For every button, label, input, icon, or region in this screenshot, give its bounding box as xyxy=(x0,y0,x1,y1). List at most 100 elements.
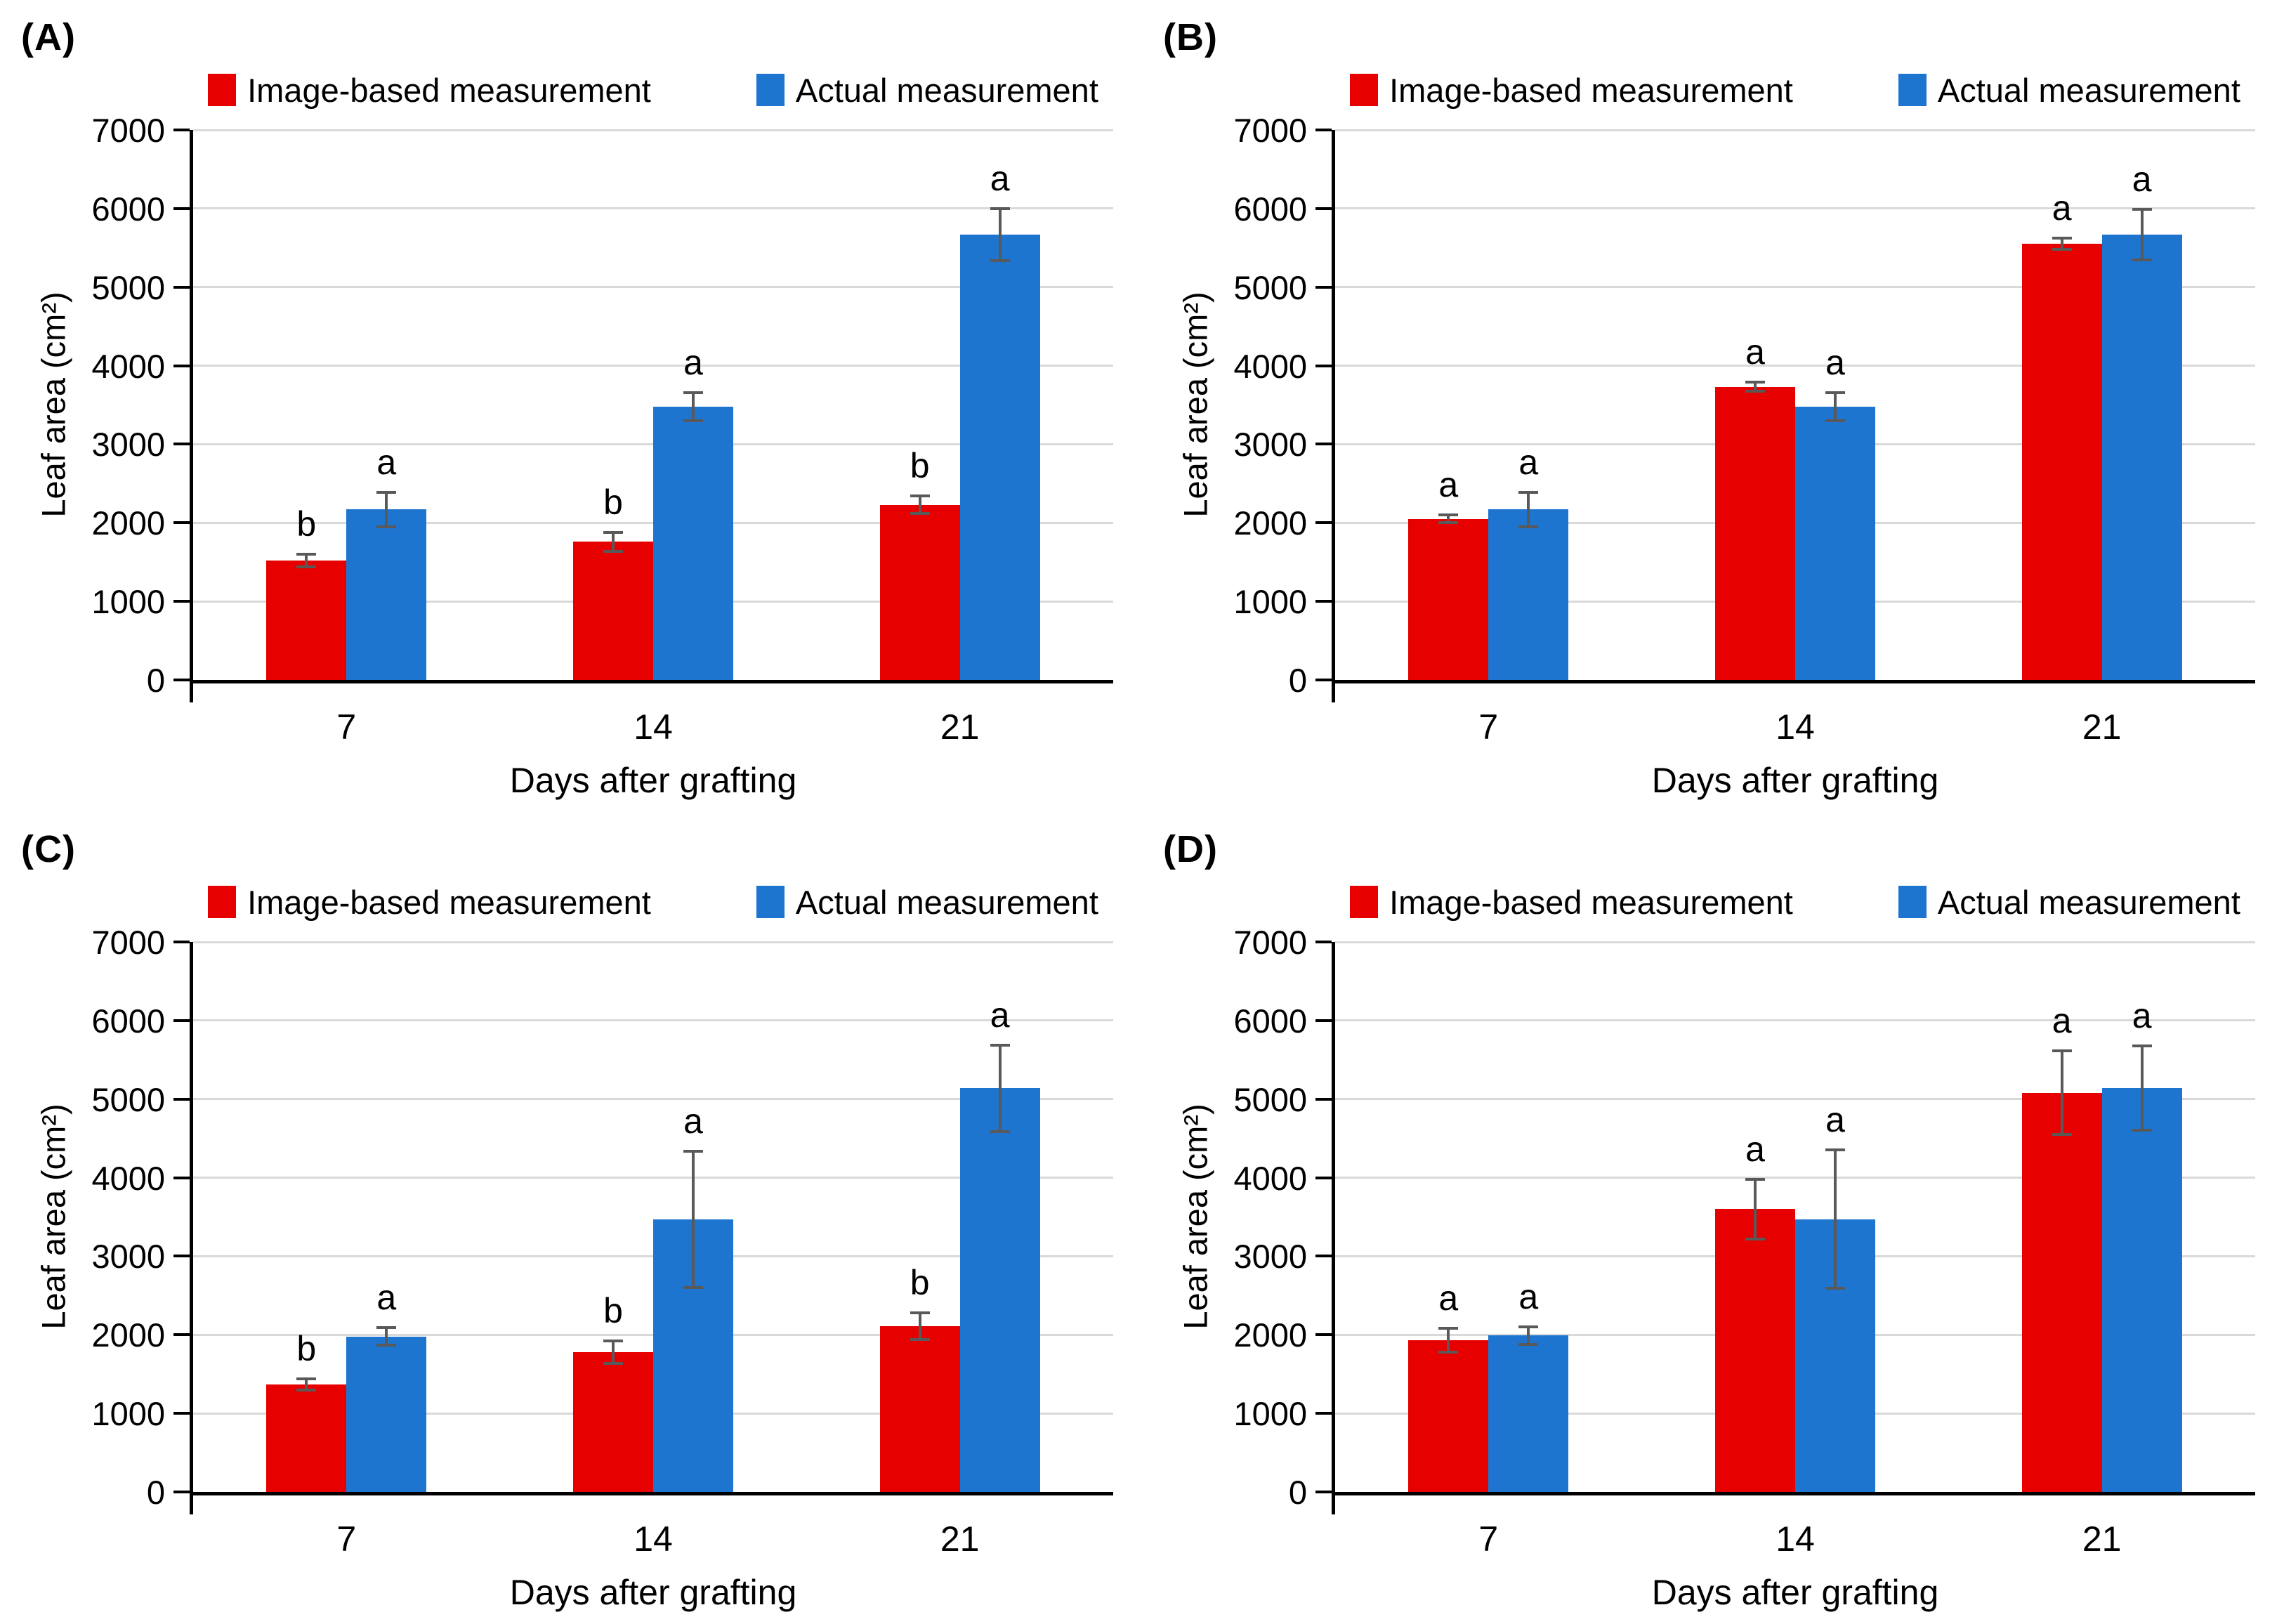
legend-a: Image-based measurement Actual measuremen… xyxy=(193,67,1113,112)
legend-label-image-based: Image-based measurement xyxy=(1389,71,1793,109)
x-axis-title-c: Days after grafting xyxy=(509,1573,797,1612)
error-bar-cap-top-actual-day14 xyxy=(683,1149,703,1153)
error-bar-cap-top-actual-day7 xyxy=(1518,1325,1539,1329)
x-tick-label-day7: 7 xyxy=(336,707,357,747)
error-bar-cap-bottom-image-based-day14 xyxy=(1745,1237,1765,1240)
y-tick-1000 xyxy=(1315,600,1332,603)
gridline-5000 xyxy=(1335,1098,2255,1101)
bar-actual-day14 xyxy=(653,406,733,680)
y-tick-4000 xyxy=(173,1176,190,1179)
x-axis-title-d: Days after grafting xyxy=(1651,1573,1939,1612)
y-tick-label-6000: 6000 xyxy=(1233,190,1307,228)
legend-swatch-image-based xyxy=(208,886,237,918)
error-bar-cap-bottom-actual-day14 xyxy=(1825,419,1845,422)
bar-actual-day7 xyxy=(346,509,427,680)
error-bar-actual-day14 xyxy=(1834,392,1837,421)
error-bar-image-based-day21 xyxy=(2060,1051,2063,1135)
bar-image-based-day21 xyxy=(879,1325,960,1492)
bar-image-based-day14 xyxy=(1715,1209,1795,1492)
y-tick-label-4000: 4000 xyxy=(91,1159,165,1197)
error-bar-cap-bottom-actual-day14 xyxy=(683,1286,703,1290)
legend-label-image-based: Image-based measurement xyxy=(247,883,651,921)
legend-b: Image-based measurement Actual measuremen… xyxy=(1335,67,2255,112)
y-tick-0 xyxy=(1315,679,1332,681)
y-tick-label-0: 0 xyxy=(1288,1474,1307,1511)
y-tick-label-0: 0 xyxy=(1288,662,1307,699)
y-tick-1000 xyxy=(173,1412,190,1415)
y-tick-5000 xyxy=(173,285,190,289)
y-tick-label-6000: 6000 xyxy=(1233,1002,1307,1040)
y-tick-label-1000: 1000 xyxy=(91,583,165,621)
error-bar-actual-day7 xyxy=(1527,492,1530,527)
y-tick-label-4000: 4000 xyxy=(1233,1159,1307,1197)
legend-d: Image-based measurement Actual measuremen… xyxy=(1335,879,2255,924)
y-axis-line-a xyxy=(190,130,193,702)
error-bar-cap-top-image-based-day21 xyxy=(910,495,930,498)
error-bar-cap-top-actual-day21 xyxy=(2132,1044,2152,1047)
y-tick-0 xyxy=(173,679,190,681)
gridline-7000 xyxy=(193,941,1113,943)
y-tick-label-7000: 7000 xyxy=(91,112,165,149)
legend-label-actual: Actual measurement xyxy=(1937,71,2240,109)
legend-label-actual: Actual measurement xyxy=(795,71,1098,109)
error-bar-cap-bottom-image-based-day21 xyxy=(910,1337,930,1341)
x-tick-label-day14: 14 xyxy=(634,1519,673,1559)
error-bar-actual-day21 xyxy=(2140,209,2144,260)
x-axis-line-d xyxy=(1332,1492,2255,1495)
bar-actual-day14 xyxy=(1795,406,1875,680)
error-bar-image-based-day14 xyxy=(612,1341,615,1363)
y-axis-line-b xyxy=(1332,130,1335,702)
panel-d: (D) Image-based measurement Actual measure… xyxy=(1142,812,2284,1624)
gridline-7000 xyxy=(1335,129,2255,131)
sig-letter-image-based-day21: b xyxy=(910,446,930,486)
error-bar-image-based-day7 xyxy=(1447,1328,1450,1352)
gridline-6000 xyxy=(1335,1019,2255,1022)
y-tick-5000 xyxy=(1315,285,1332,289)
x-tick-label-day14: 14 xyxy=(1776,1519,1815,1559)
y-tick-label-0: 0 xyxy=(146,662,165,699)
y-tick-label-5000: 5000 xyxy=(91,268,165,306)
y-tick-7000 xyxy=(173,941,190,943)
bar-image-based-day21 xyxy=(2021,244,2102,680)
error-bar-cap-top-image-based-day14 xyxy=(603,530,623,534)
y-tick-label-3000: 3000 xyxy=(1233,1238,1307,1276)
error-bar-cap-bottom-actual-day21 xyxy=(990,1129,1010,1133)
y-axis-title-c: Leaf area (cm²) xyxy=(34,1104,72,1330)
sig-letter-actual-day21: a xyxy=(990,995,1010,1035)
y-tick-label-5000: 5000 xyxy=(1233,1080,1307,1118)
x-axis-title-a: Days after grafting xyxy=(509,761,797,800)
sig-letter-image-based-day7: b xyxy=(296,504,317,544)
y-tick-label-2000: 2000 xyxy=(1233,504,1307,542)
y-tick-7000 xyxy=(1315,941,1332,943)
plot-area-d: 0 1000 2000 3000 4000 5000 6000 7000 a a 7 a a 14 a a 21… xyxy=(1233,926,2255,1610)
error-bar-actual-day7 xyxy=(1527,1327,1530,1344)
y-tick-6000 xyxy=(1315,207,1332,210)
y-axis-line-c xyxy=(190,942,193,1514)
sig-letter-actual-day7: a xyxy=(376,1278,397,1318)
gridline-5000 xyxy=(193,286,1113,289)
legend-item-image-based: Image-based measurement xyxy=(1350,883,1793,922)
error-bar-image-based-day14 xyxy=(612,532,615,551)
sig-letter-image-based-day7: b xyxy=(296,1328,317,1368)
error-bar-cap-bottom-actual-day21 xyxy=(2132,258,2152,261)
bar-actual-day7 xyxy=(1488,1335,1569,1492)
sig-letter-actual-day14: a xyxy=(1825,342,1845,382)
y-tick-label-1000: 1000 xyxy=(1233,583,1307,621)
plot-area-a: 0 1000 2000 3000 4000 5000 6000 7000 b a 7 b a 14 b a 21… xyxy=(91,114,1113,798)
error-bar-cap-top-actual-day14 xyxy=(683,391,703,394)
y-tick-4000 xyxy=(1315,364,1332,367)
y-tick-2000 xyxy=(173,1333,190,1337)
sig-letter-actual-day7: a xyxy=(1518,442,1539,482)
y-tick-2000 xyxy=(1315,521,1332,525)
error-bar-cap-top-image-based-day14 xyxy=(603,1340,623,1343)
error-bar-cap-bottom-actual-day7 xyxy=(376,525,397,528)
error-bar-cap-bottom-image-based-day21 xyxy=(2052,1133,2072,1137)
legend-item-image-based: Image-based measurement xyxy=(1350,71,1793,110)
gridline-7000 xyxy=(1335,941,2255,943)
sig-letter-actual-day14: a xyxy=(683,342,703,382)
legend-swatch-actual xyxy=(756,74,785,106)
bar-actual-day21 xyxy=(959,1088,1040,1492)
x-tick-label-day21: 21 xyxy=(940,707,980,747)
error-bar-cap-top-image-based-day14 xyxy=(1745,1177,1765,1181)
legend-label-image-based: Image-based measurement xyxy=(247,71,651,109)
